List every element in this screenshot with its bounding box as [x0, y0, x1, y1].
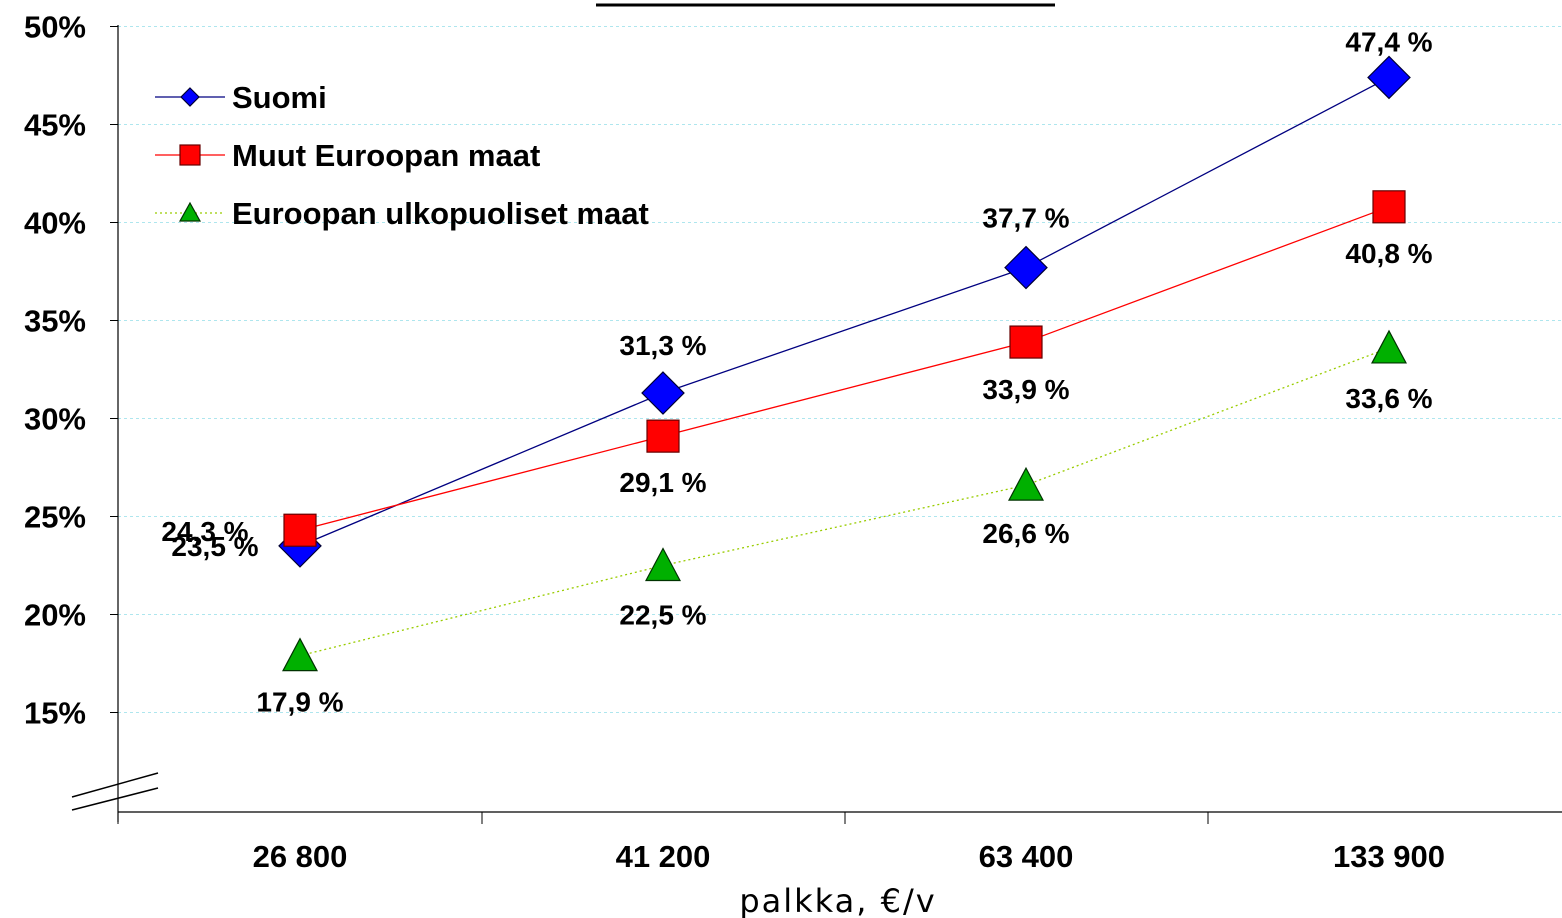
square-marker	[646, 419, 680, 453]
data-label: 33,9 %	[982, 374, 1069, 405]
x-axis-title: palkka, €/v	[739, 882, 936, 918]
data-label: 33,6 %	[1345, 383, 1432, 414]
square-marker	[1009, 325, 1043, 359]
data-label: 17,9 %	[256, 687, 343, 718]
legend-label: Euroopan ulkopuoliset maat	[232, 196, 649, 231]
data-label: 40,8 %	[1345, 238, 1432, 269]
axes: 15% 20% 25% 30% 35% 40% 45% 50% 26 800 41 200 63 4…	[24, 10, 1562, 874]
triangle-marker	[1371, 329, 1407, 364]
square-marker	[179, 144, 201, 166]
legend: Suomi Muut Euroopan maat Euroopan ulkopuol…	[155, 80, 649, 231]
legend-label: Suomi	[232, 80, 327, 115]
y-tick-label: 50%	[24, 10, 86, 45]
diamond-marker	[641, 371, 685, 415]
y-tick-label: 45%	[24, 108, 86, 143]
data-labels: 23,5 % 31,3 % 37,7 % 47,4 % 24,3 % 29,1 % 33,9…	[161, 26, 1432, 717]
y-tick-label: 20%	[24, 598, 86, 633]
data-label: 24,3 %	[161, 516, 248, 547]
y-tick-label: 15%	[24, 696, 86, 731]
grid-lines	[118, 26, 1562, 713]
data-label: 31,3 %	[619, 330, 706, 361]
triangle-marker	[282, 637, 318, 672]
x-tick-label: 26 800	[253, 839, 348, 874]
triangle-marker	[178, 201, 202, 222]
triangle-marker	[1008, 466, 1044, 501]
diamond-marker	[1004, 245, 1048, 290]
x-tick-label: 63 400	[979, 839, 1074, 874]
series-group	[278, 55, 1411, 672]
square-marker	[1372, 190, 1406, 224]
series-line	[299, 76, 1390, 547]
y-tick-label: 30%	[24, 402, 86, 437]
triangle-marker	[645, 547, 681, 582]
square-marker	[283, 513, 317, 547]
data-label: 29,1 %	[619, 467, 706, 498]
legend-label: Muut Euroopan maat	[232, 138, 540, 173]
y-tick-label: 25%	[24, 500, 86, 535]
y-tick-label: 35%	[24, 304, 86, 339]
diamond-marker	[180, 87, 200, 107]
data-label: 26,6 %	[982, 518, 1069, 549]
data-label: 37,7 %	[982, 203, 1069, 234]
data-label: 23,5 %	[171, 531, 258, 562]
data-label: 22,5 %	[619, 600, 706, 631]
axis-break-mark	[71, 772, 159, 798]
diamond-marker	[1367, 55, 1411, 100]
axis-break-mark	[71, 787, 159, 811]
x-tick-label: 133 900	[1333, 839, 1445, 874]
series-line	[299, 206, 1390, 531]
data-label: 47,4 %	[1345, 26, 1432, 57]
x-tick-label: 41 200	[616, 839, 711, 874]
y-tick-label: 40%	[24, 206, 86, 241]
